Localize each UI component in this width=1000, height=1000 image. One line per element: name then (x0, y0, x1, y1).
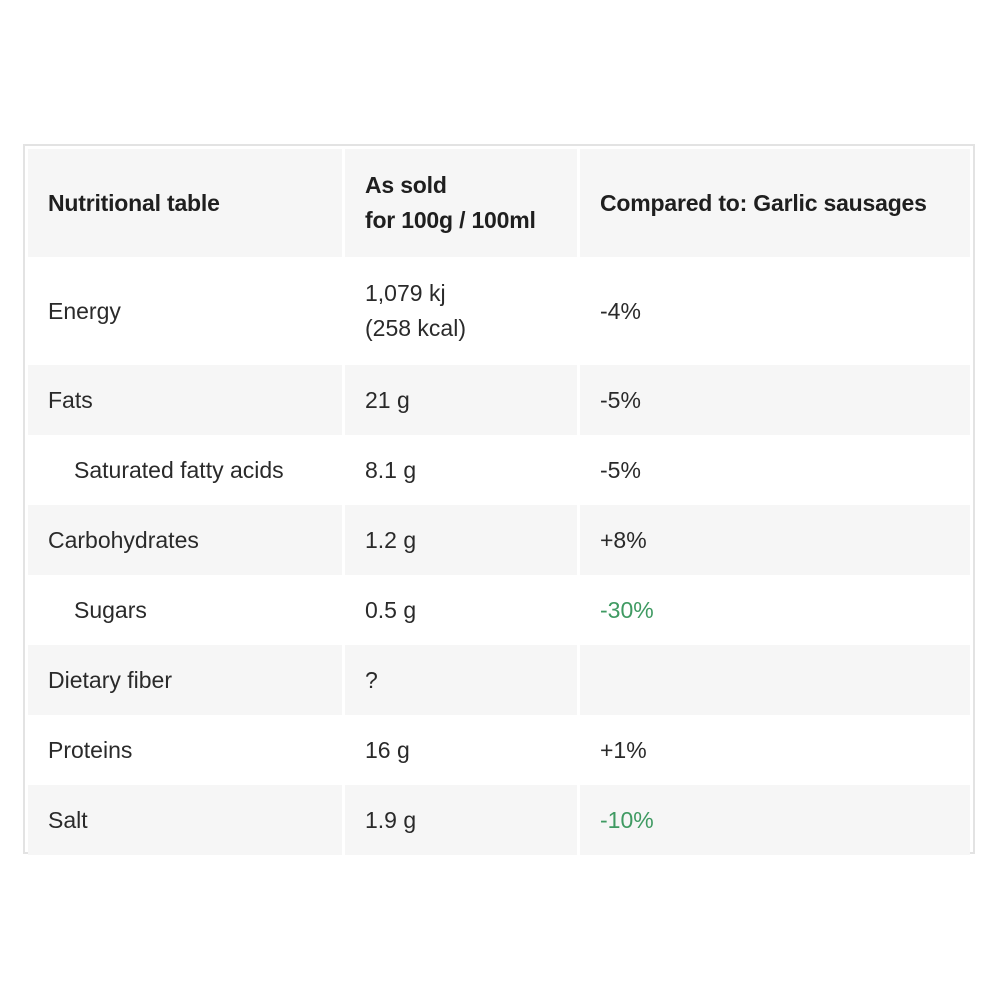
table-row-sugars: Sugars 0.5 g -30% (28, 575, 970, 645)
row-compare: -4% (580, 257, 970, 365)
nutrition-table-frame: Nutritional table As sold for 100g / 100… (23, 144, 975, 855)
row-value: 21 g (345, 365, 580, 435)
table-row-carbohydrates: Carbohydrates 1.2 g +8% (28, 505, 970, 575)
row-compare: +8% (580, 505, 970, 575)
row-label: Proteins (28, 715, 345, 785)
row-value: 8.1 g (345, 435, 580, 505)
row-compare: -5% (580, 365, 970, 435)
table-row-saturated-fatty-acids: Saturated fatty acids 8.1 g -5% (28, 435, 970, 505)
row-compare (580, 645, 970, 715)
row-value: 1.9 g (345, 785, 580, 855)
table-row-energy: Energy 1,079 kj (258 kcal) -4% (28, 257, 970, 365)
row-value: ? (345, 645, 580, 715)
nutrition-table: Nutritional table As sold for 100g / 100… (28, 149, 970, 855)
row-value: 0.5 g (345, 575, 580, 645)
header-as-sold: As sold for 100g / 100ml (345, 149, 580, 257)
row-compare: -30% (580, 575, 970, 645)
row-value: 16 g (345, 715, 580, 785)
energy-kj: 1,079 kj (365, 280, 446, 306)
row-label: Saturated fatty acids (28, 435, 345, 505)
row-label: Sugars (28, 575, 345, 645)
row-compare: -10% (580, 785, 970, 855)
table-row-proteins: Proteins 16 g +1% (28, 715, 970, 785)
row-label: Dietary fiber (28, 645, 345, 715)
row-label: Fats (28, 365, 345, 435)
energy-kcal: (258 kcal) (365, 315, 466, 341)
row-label: Energy (28, 257, 345, 365)
header-nutritional-table: Nutritional table (28, 149, 345, 257)
row-label: Carbohydrates (28, 505, 345, 575)
table-header-row: Nutritional table As sold for 100g / 100… (28, 149, 970, 257)
header-as-sold-line1: As sold (365, 172, 447, 198)
row-compare: -5% (580, 435, 970, 505)
table-row-dietary-fiber: Dietary fiber ? (28, 645, 970, 715)
table-row-salt: Salt 1.9 g -10% (28, 785, 970, 855)
table-row-fats: Fats 21 g -5% (28, 365, 970, 435)
header-as-sold-line2: for 100g / 100ml (365, 207, 536, 233)
header-compared-to: Compared to: Garlic sausages (580, 149, 970, 257)
row-value: 1.2 g (345, 505, 580, 575)
row-value: 1,079 kj (258 kcal) (345, 257, 580, 365)
row-label: Salt (28, 785, 345, 855)
row-compare: +1% (580, 715, 970, 785)
